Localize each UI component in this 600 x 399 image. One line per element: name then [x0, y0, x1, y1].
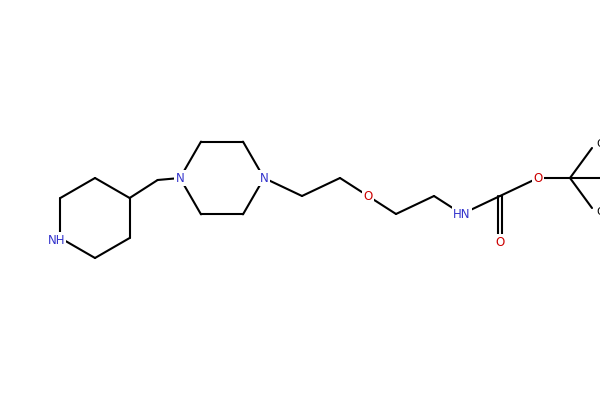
Text: N: N [176, 172, 184, 184]
Text: O: O [364, 190, 373, 203]
Text: O: O [533, 172, 542, 184]
Text: HN: HN [453, 207, 471, 221]
Text: CH₃: CH₃ [596, 207, 600, 217]
Text: NH: NH [47, 233, 65, 247]
Text: N: N [260, 172, 268, 184]
Text: CH₃: CH₃ [596, 139, 600, 149]
Text: O: O [496, 235, 505, 249]
